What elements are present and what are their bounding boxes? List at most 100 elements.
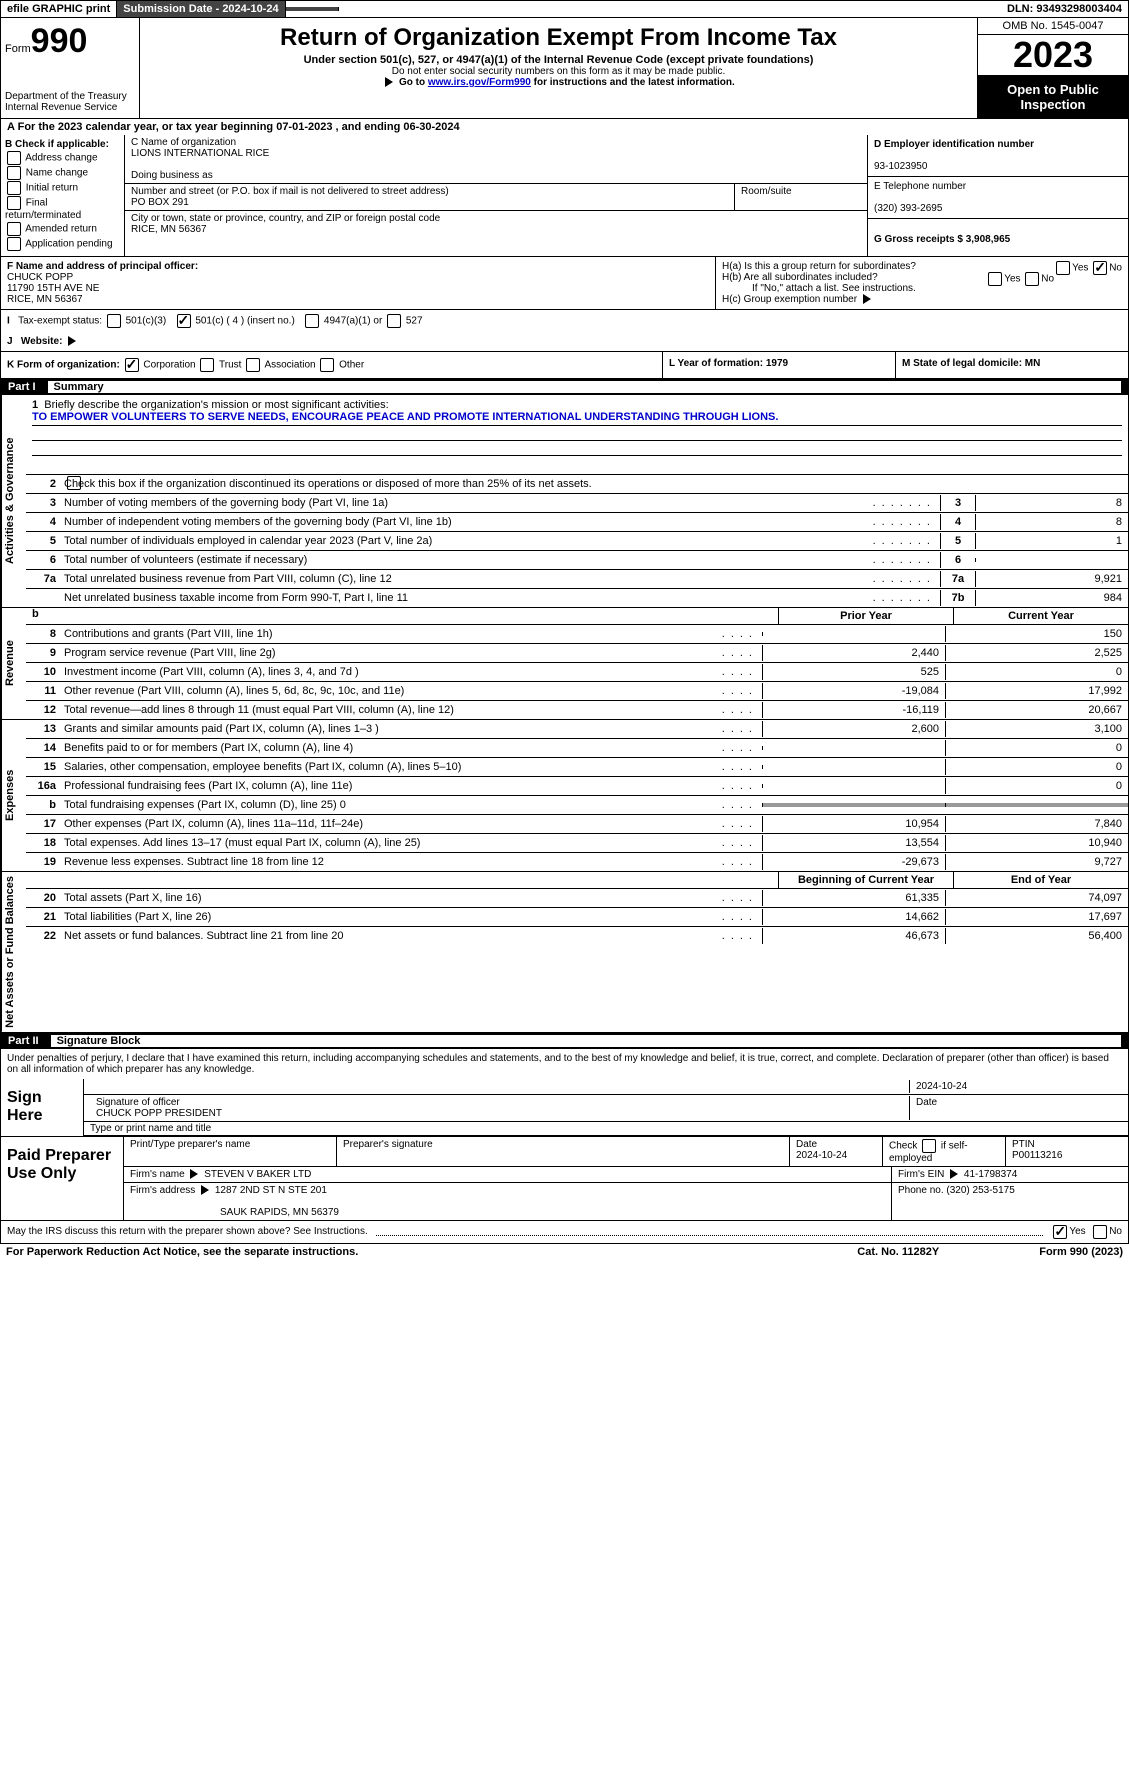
- sig-date-row: 2024-10-24: [84, 1079, 1128, 1095]
- hb-no-check[interactable]: [1025, 272, 1039, 286]
- assoc-check[interactable]: [246, 358, 260, 372]
- ssn-warning: Do not enter social security numbers on …: [144, 66, 973, 77]
- current-val: 150: [945, 626, 1128, 642]
- sig-label: Signature of officer: [96, 1097, 180, 1108]
- prior-val: 13,554: [762, 835, 945, 851]
- line-num: 5: [26, 533, 60, 549]
- prep-date-hdr: Date2024-10-24: [790, 1137, 883, 1166]
- form-header: Form990 Department of the Treasury Inter…: [0, 18, 1129, 119]
- line-box: 7b: [940, 590, 975, 606]
- 4947-check[interactable]: [305, 314, 319, 328]
- form-number: Form990: [5, 22, 135, 61]
- line-num: 7a: [26, 571, 60, 587]
- pending-check[interactable]: Application pending: [5, 237, 120, 251]
- line-val: 9,921: [975, 571, 1128, 587]
- prior-val: [762, 765, 945, 769]
- current-val: 17,992: [945, 683, 1128, 699]
- firm-ein: 41-1798374: [964, 1169, 1017, 1180]
- current-val: 0: [945, 664, 1128, 680]
- prior-val: 2,600: [762, 721, 945, 737]
- part2-title: Signature Block: [51, 1035, 1121, 1047]
- 501c-check[interactable]: [177, 314, 191, 328]
- net-tab: Net Assets or Fund Balances: [1, 872, 26, 1032]
- name-change-check[interactable]: Name change: [5, 166, 120, 180]
- summary-row: 7a Total unrelated business revenue from…: [26, 570, 1128, 589]
- discuss-no-check[interactable]: [1093, 1225, 1107, 1239]
- ha-no-check[interactable]: [1093, 261, 1107, 275]
- 501c3-check[interactable]: [107, 314, 121, 328]
- instructions-link-line: Go to www.irs.gov/Form990 for instructio…: [144, 77, 973, 88]
- summary-row: 9 Program service revenue (Part VIII, li…: [26, 644, 1128, 663]
- prior-val: 10,954: [762, 816, 945, 832]
- state-domicile: M State of legal domicile: MN: [902, 358, 1040, 369]
- line-desc: Contributions and grants (Part VIII, lin…: [60, 626, 762, 642]
- addr-change-check[interactable]: Address change: [5, 151, 120, 165]
- gov-body: 1 Briefly describe the organization's mi…: [26, 395, 1128, 607]
- entity-right: D Employer identification number 93-1023…: [867, 135, 1128, 256]
- current-val: 10,940: [945, 835, 1128, 851]
- efile-label: efile GRAPHIC print: [1, 1, 117, 17]
- summary-row: 16a Professional fundraising fees (Part …: [26, 777, 1128, 796]
- prior-val: -16,119: [762, 702, 945, 718]
- summary-row: 11 Other revenue (Part VIII, column (A),…: [26, 682, 1128, 701]
- line-desc: Grants and similar amounts paid (Part IX…: [60, 721, 762, 737]
- phone-value: (320) 393-2695: [874, 203, 1122, 214]
- mission-block: 1 Briefly describe the organization's mi…: [26, 395, 1128, 475]
- mission-blank: [32, 426, 1122, 441]
- net-col-hdr: Beginning of Current Year End of Year: [26, 872, 1128, 889]
- firm-addr-row: Firm's address 1287 2ND ST N STE 201SAUK…: [124, 1183, 1128, 1220]
- firm-name: STEVEN V BAKER LTD: [204, 1169, 311, 1180]
- line-2: 2 Check this box if the organization dis…: [26, 475, 1128, 494]
- initial-return-check[interactable]: Initial return: [5, 181, 120, 195]
- ein-value: 93-1023950: [874, 161, 927, 172]
- end-year-hdr: End of Year: [953, 872, 1128, 888]
- line-desc: Net assets or fund balances. Subtract li…: [60, 928, 762, 944]
- signature-declaration: Under penalties of perjury, I declare th…: [0, 1049, 1129, 1079]
- firm-name-row: Firm's name STEVEN V BAKER LTD Firm's EI…: [124, 1167, 1128, 1183]
- firm-addr2: SAUK RAPIDS, MN 56379: [130, 1207, 339, 1218]
- trust-check[interactable]: [200, 358, 214, 372]
- box-l: L Year of formation: 1979: [662, 352, 895, 378]
- irs-link[interactable]: www.irs.gov/Form990: [428, 77, 531, 88]
- line-num: 11: [26, 683, 60, 699]
- line-desc: Total expenses. Add lines 13–17 (must eq…: [60, 835, 762, 851]
- summary-row: Net unrelated business taxable income fr…: [26, 589, 1128, 607]
- header-center: Return of Organization Exempt From Incom…: [140, 18, 977, 118]
- goto-text-2: for instructions and the latest informat…: [531, 77, 735, 88]
- rev-col-hdr: b Prior Year Current Year: [26, 608, 1128, 625]
- self-emp-check[interactable]: [922, 1139, 936, 1153]
- line-num: 20: [26, 890, 60, 906]
- line-num: 14: [26, 740, 60, 756]
- summary-row: 15 Salaries, other compensation, employe…: [26, 758, 1128, 777]
- current-val: 0: [945, 759, 1128, 775]
- ha-yes-check[interactable]: [1056, 261, 1070, 275]
- dln-label: DLN: 93493298003404: [1001, 1, 1128, 17]
- summary-row: 18 Total expenses. Add lines 13–17 (must…: [26, 834, 1128, 853]
- other-check[interactable]: [320, 358, 334, 372]
- current-val: 2,525: [945, 645, 1128, 661]
- officer-label: F Name and address of principal officer:: [7, 261, 198, 272]
- final-return-check[interactable]: Final return/terminated: [5, 196, 120, 221]
- corp-check[interactable]: [125, 358, 139, 372]
- line-desc: Net unrelated business taxable income fr…: [60, 590, 940, 606]
- summary-row: 3 Number of voting members of the govern…: [26, 494, 1128, 513]
- phone-label: E Telephone number: [874, 181, 1122, 192]
- line-desc: Benefits paid to or for members (Part IX…: [60, 740, 762, 756]
- exp-body: 13 Grants and similar amounts paid (Part…: [26, 720, 1128, 871]
- hb-yes-check[interactable]: [988, 272, 1002, 286]
- discuss-yes-check[interactable]: [1053, 1225, 1067, 1239]
- firm-phone: (320) 253-5175: [946, 1185, 1014, 1196]
- discontinued-check[interactable]: [67, 476, 81, 490]
- current-val: 17,697: [945, 909, 1128, 925]
- officer-addr2: RICE, MN 56367: [7, 294, 83, 305]
- summary-row: 4 Number of independent voting members o…: [26, 513, 1128, 532]
- firm-addr-cell: Firm's address 1287 2ND ST N STE 201SAUK…: [124, 1183, 892, 1220]
- mission-blank: [32, 441, 1122, 456]
- amended-check[interactable]: Amended return: [5, 222, 120, 236]
- website-label: Website:: [21, 336, 63, 347]
- form-subtitle: Under section 501(c), 527, or 4947(a)(1)…: [144, 54, 973, 66]
- mission-blank: [32, 456, 1122, 470]
- line-val: 1: [975, 533, 1128, 549]
- prior-val: -19,084: [762, 683, 945, 699]
- 527-check[interactable]: [387, 314, 401, 328]
